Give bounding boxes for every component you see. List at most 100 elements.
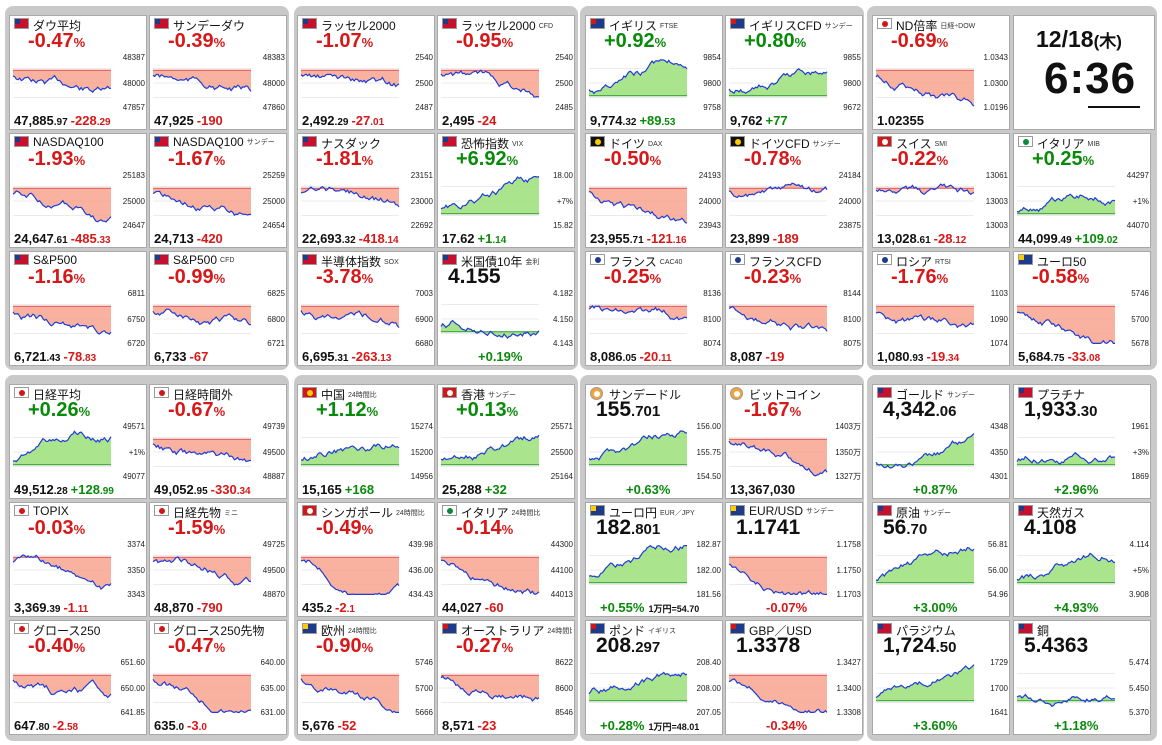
- tile-dow[interactable]: ダウ平均 -0.47% 48387 48000 47857 47,885.97 -228.2…: [9, 15, 147, 130]
- chart-tick-label: 1.3400: [837, 684, 862, 693]
- us-flag-icon: [442, 254, 457, 265]
- tile-price-row: 8,571 -23: [442, 718, 496, 733]
- tile-italy[interactable]: イタリア 24時間比 -0.14% 44300 44100 44013 44,027 -60: [437, 502, 575, 617]
- tile-gbp[interactable]: ポンド イギリス 208.297 208.40 208.00 207.05 +0.28% 1万…: [585, 620, 723, 735]
- tile-nikkei-futures[interactable]: 日経先物 ミニ -1.59% 49725 49500 48870 48,870 -790: [149, 502, 287, 617]
- tile-germany-cfd[interactable]: ドイツCFD サンデー -0.78% 24184 24000 23875 23,899 -18…: [725, 133, 863, 248]
- tile-title: ラッセル2000 CFD: [440, 17, 572, 32]
- tile-change-value: -0.23: [744, 266, 790, 288]
- tile-russell2000-cfd[interactable]: ラッセル2000 CFD -0.95% 2540 2500 2485 2,495 -24: [437, 15, 575, 130]
- chart-line: [12, 311, 112, 335]
- tile-sp500[interactable]: S&P500 -1.16% 6811 6750 6720 6,721.43 -78.83: [9, 251, 147, 366]
- tile-china[interactable]: 中国 24時間比 +1.12% 15274 15200 14956 15,165 +168: [297, 384, 435, 499]
- tile-delta-int: +168: [344, 482, 375, 497]
- tile-price-int: 155: [596, 398, 632, 421]
- us-flag-icon: [14, 18, 29, 29]
- tile-hongkong[interactable]: 香港 サンデー +0.13% 25571 25500 25164 25,288 +32: [437, 384, 575, 499]
- chart-hi-label: 1961: [1131, 423, 1149, 431]
- tile-delta: -19: [766, 349, 785, 364]
- tile-name: ユーロ50: [1037, 253, 1086, 268]
- tile-price-dec: .93: [909, 353, 924, 364]
- chart-lo-label: 8546: [555, 708, 573, 717]
- tile-price: 182.801: [596, 516, 660, 542]
- tile-singapore[interactable]: シンガポール 24時間比 -0.49% 439.98 436.00 434.43 435.2…: [297, 502, 435, 617]
- hk-flag-icon: [442, 387, 457, 398]
- tile-bitcoin[interactable]: ビットコイン -1.67% 1403万 1350万 1327万 13,367,030: [725, 384, 863, 499]
- us-flag-mark: [878, 506, 884, 511]
- tile-nikkei[interactable]: 日経平均 +0.26% 49571 +1% 49077 49,512.28 +128.99: [9, 384, 147, 499]
- tile-eurusd[interactable]: EUR/USD サンデー 1.1741 1.1758 1.1750 1.1703 -0.07…: [725, 502, 863, 617]
- tile-nd-ratio[interactable]: ND倍率 日経÷DOW -0.69% 1.0343 1.0300 1.0196 1.0235…: [872, 15, 1010, 130]
- tile-france-cac40[interactable]: フランス CAC40 -0.25% 8136 8100 8074 8,086.05 -20.1…: [585, 251, 723, 366]
- tile-price: 15,165: [302, 482, 342, 497]
- tile-change-percent: -0.22%: [891, 147, 948, 173]
- tile-price: 48,870: [154, 600, 194, 615]
- tile-nasdaq100[interactable]: NASDAQ100 -1.93% 25183 25000 24647 24,647.61-…: [9, 133, 147, 248]
- tile-growth250-futures[interactable]: グロース250先物 -0.47% 640.00 635.00 631.00 635.0 -3…: [149, 620, 287, 735]
- tile-gbpusd[interactable]: GBP／USD 1.3378 1.3427 1.3400 1.3308 -0.34%: [725, 620, 863, 735]
- tile-swiss-smi[interactable]: スイス SMI -0.22% 13061 13003 13003 13,028.61 -28.…: [872, 133, 1010, 248]
- chart-area: [441, 435, 539, 465]
- tile-chart: 4348 4350 4301: [875, 423, 1009, 481]
- tile-nasdaq[interactable]: ナスダック -1.81% 23151 23000 22692 22,693.32 -418.…: [297, 133, 435, 248]
- tile-title: 原油 サンデー: [875, 504, 1007, 519]
- tile-change-value: +0.87%: [913, 482, 958, 497]
- chart-area: [13, 70, 111, 93]
- tile-price-int: 56: [883, 516, 907, 539]
- tile-subtitle: 24時間比: [547, 628, 572, 635]
- tile-price-int: 1,933: [1024, 398, 1077, 421]
- tile-change-percent: -0.07%: [766, 600, 807, 615]
- tile-price-row: 9,762 +77: [730, 113, 788, 128]
- tile-palladium[interactable]: パラジウム 1,724.50 1729 1700 1641 +3.60%: [872, 620, 1010, 735]
- tile-delta-int: -330: [210, 482, 237, 497]
- tile-sunday-dollar[interactable]: サンデードル 155.701 156.00 155.75 154.50 +0.63%: [585, 384, 723, 499]
- tile-natural-gas[interactable]: 天然ガス 4.108 4.114 +5% 3.908 +4.93%: [1013, 502, 1151, 617]
- tile-change-value: +2.96%: [1054, 482, 1099, 497]
- tile-title: ラッセル2000: [300, 17, 432, 32]
- tile-italy-mib[interactable]: イタリア MIB +0.25% 44297 +1% 44070 44,099.49 +109.…: [1013, 133, 1151, 248]
- tile-price-dec: .39: [46, 604, 61, 615]
- tile-delta-int: +89: [639, 113, 662, 128]
- tile-delta: -78.83: [63, 349, 96, 364]
- us-flag-mark: [303, 137, 309, 142]
- tile-gold[interactable]: ゴールド サンデー 4,342.06 4348 4350 4301 +0.87%: [872, 384, 1010, 499]
- tile-subtitle: 日経÷DOW: [940, 23, 976, 30]
- tile-sunday-dow[interactable]: サンデーダウ -0.39% 48383 48000 47860 47,925 -190: [149, 15, 287, 130]
- tile-euro50[interactable]: ユーロ50 -0.58% 5746 5700 5678 5,684.75 -33.08: [1013, 251, 1151, 366]
- tile-russell2000[interactable]: ラッセル2000 -1.07% 2540 2500 2487 2,492.29 -27.01: [297, 15, 435, 130]
- tile-price-row: 44,027 -60: [442, 600, 504, 615]
- tile-us10y[interactable]: 米国債10年 金利 4.155 4.182 4.150 4.143 +0.19%: [437, 251, 575, 366]
- tile-france-cfd[interactable]: フランスCFD -0.23% 8144 8100 8075 8,087 -19: [725, 251, 863, 366]
- tile-russia-rtsi[interactable]: ロシア RTSI -1.76% 1103 1090 1074 1,080.93 -19.34: [872, 251, 1010, 366]
- tile-copper[interactable]: 銅 5.4363 5.474 5.450 5.370 +1.18%: [1013, 620, 1151, 735]
- fr-flag-mark: [594, 256, 601, 263]
- tile-price-row: 647.80 -2.58: [14, 718, 78, 733]
- tile-platinum[interactable]: プラチナ 1,933.30 1961 +3% 1869 +2.96%: [1013, 384, 1151, 499]
- tile-crude-oil[interactable]: 原油 サンデー 56.70 56.81 56.00 54.96 +3.00%: [872, 502, 1010, 617]
- tile-eurjpy[interactable]: ユーロ円 EUR／JPY 182.801 182.87 182.00 181.56 +0.5…: [585, 502, 723, 617]
- chart-lo-label: 48870: [263, 590, 286, 599]
- tile-name: ゴールド サンデー: [896, 386, 975, 401]
- tile-uk-ftse[interactable]: イギリス FTSE +0.92% 9854 9800 9758 9,774.32 +89.53: [585, 15, 723, 130]
- tile-nasdaq100-sunday[interactable]: NASDAQ100 サンデー -1.67% 25259 25000 24654 24,713…: [149, 133, 287, 248]
- tile-vix[interactable]: 恐怖指数 VIX +6.92% 18.00 +7% 15.82 17.62 +1.14: [437, 133, 575, 248]
- chart-line: [300, 310, 400, 329]
- tile-sp500-cfd[interactable]: S&P500 CFD -0.99% 6825 6800 6721 6,733 -67: [149, 251, 287, 366]
- tile-uk-cfd[interactable]: イギリスCFD サンデー +0.80% 9855 9800 9672 9,762 +77: [725, 15, 863, 130]
- tile-nikkei-night[interactable]: 日経時間外 -0.67% 49739 49500 48887 49,052.95 -330.…: [149, 384, 287, 499]
- tile-europe[interactable]: 欧州 24時間比 -0.90% 5746 5700 5666 5,676 -52: [297, 620, 435, 735]
- tile-germany-dax[interactable]: ドイツ DAX -0.50% 24193 24000 23943 23,955.71 -121…: [585, 133, 723, 248]
- tile-sox[interactable]: 半導体指数 SOX -3.78% 7003 6900 6680 6,695.31 -263.1…: [297, 251, 435, 366]
- tile-name: イギリス FTSE: [609, 17, 678, 32]
- tile-delta-int: -190: [196, 113, 223, 128]
- tile-topix[interactable]: TOPIX -0.03% 3374 3350 3343 3,369.39 -1.11: [9, 502, 147, 617]
- tile-delta-int: -418: [358, 231, 385, 246]
- tile-price-row: 1,080.93 -19.34: [877, 349, 959, 364]
- tile-delta: -2.58: [53, 718, 78, 733]
- tile-growth250[interactable]: グロース250 -0.40% 651.60 650.00 641.85 647.80 -2.…: [9, 620, 147, 735]
- tile-name: 日経平均: [33, 386, 81, 401]
- chart-hi-label: 3374: [127, 541, 145, 549]
- chart-hi-label: 1403万: [835, 423, 861, 431]
- tile-price: 23,899: [730, 231, 770, 246]
